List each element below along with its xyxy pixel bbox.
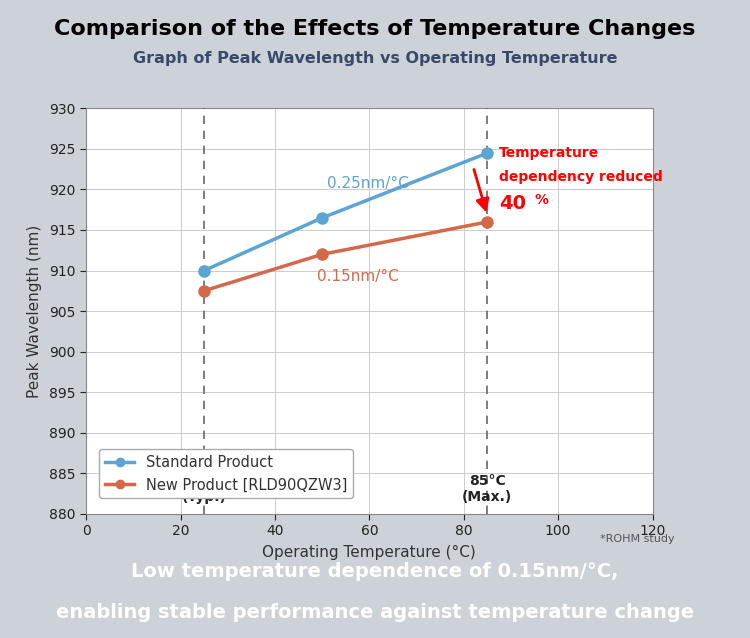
Line: Standard Product: Standard Product: [199, 147, 493, 276]
Text: 0.25nm/°C: 0.25nm/°C: [327, 175, 409, 191]
Standard Product: [200, 267, 208, 274]
Legend: Standard Product, New Product [RLD90QZW3]: Standard Product, New Product [RLD90QZW3…: [99, 449, 353, 498]
Text: 25°C
(Typ.): 25°C (Typ.): [182, 473, 226, 504]
New Product [RLD90QZW3]: [318, 251, 327, 258]
Standard Product: [318, 214, 327, 221]
Text: enabling stable performance against temperature change: enabling stable performance against temp…: [56, 603, 694, 621]
Text: Comparison of the Effects of Temperature Changes: Comparison of the Effects of Temperature…: [54, 19, 696, 39]
New Product [RLD90QZW3]: [200, 287, 208, 295]
Text: 85°C
(Max.): 85°C (Max.): [462, 473, 512, 504]
Text: Graph of Peak Wavelength vs Operating Temperature: Graph of Peak Wavelength vs Operating Te…: [133, 51, 617, 66]
Text: Temperature: Temperature: [500, 146, 599, 160]
Standard Product: [483, 149, 492, 157]
New Product [RLD90QZW3]: [483, 218, 492, 226]
Text: 40: 40: [500, 194, 526, 212]
Text: Low temperature dependence of 0.15nm/°C,: Low temperature dependence of 0.15nm/°C,: [131, 562, 619, 581]
Text: dependency reduced: dependency reduced: [500, 170, 663, 184]
X-axis label: Operating Temperature (°C): Operating Temperature (°C): [262, 545, 476, 560]
Line: New Product [RLD90QZW3]: New Product [RLD90QZW3]: [199, 216, 493, 296]
Text: %: %: [535, 193, 548, 207]
Y-axis label: Peak Wavelength (nm): Peak Wavelength (nm): [28, 225, 43, 397]
Text: 0.15nm/°C: 0.15nm/°C: [317, 269, 399, 285]
Text: *ROHM study: *ROHM study: [600, 534, 675, 544]
